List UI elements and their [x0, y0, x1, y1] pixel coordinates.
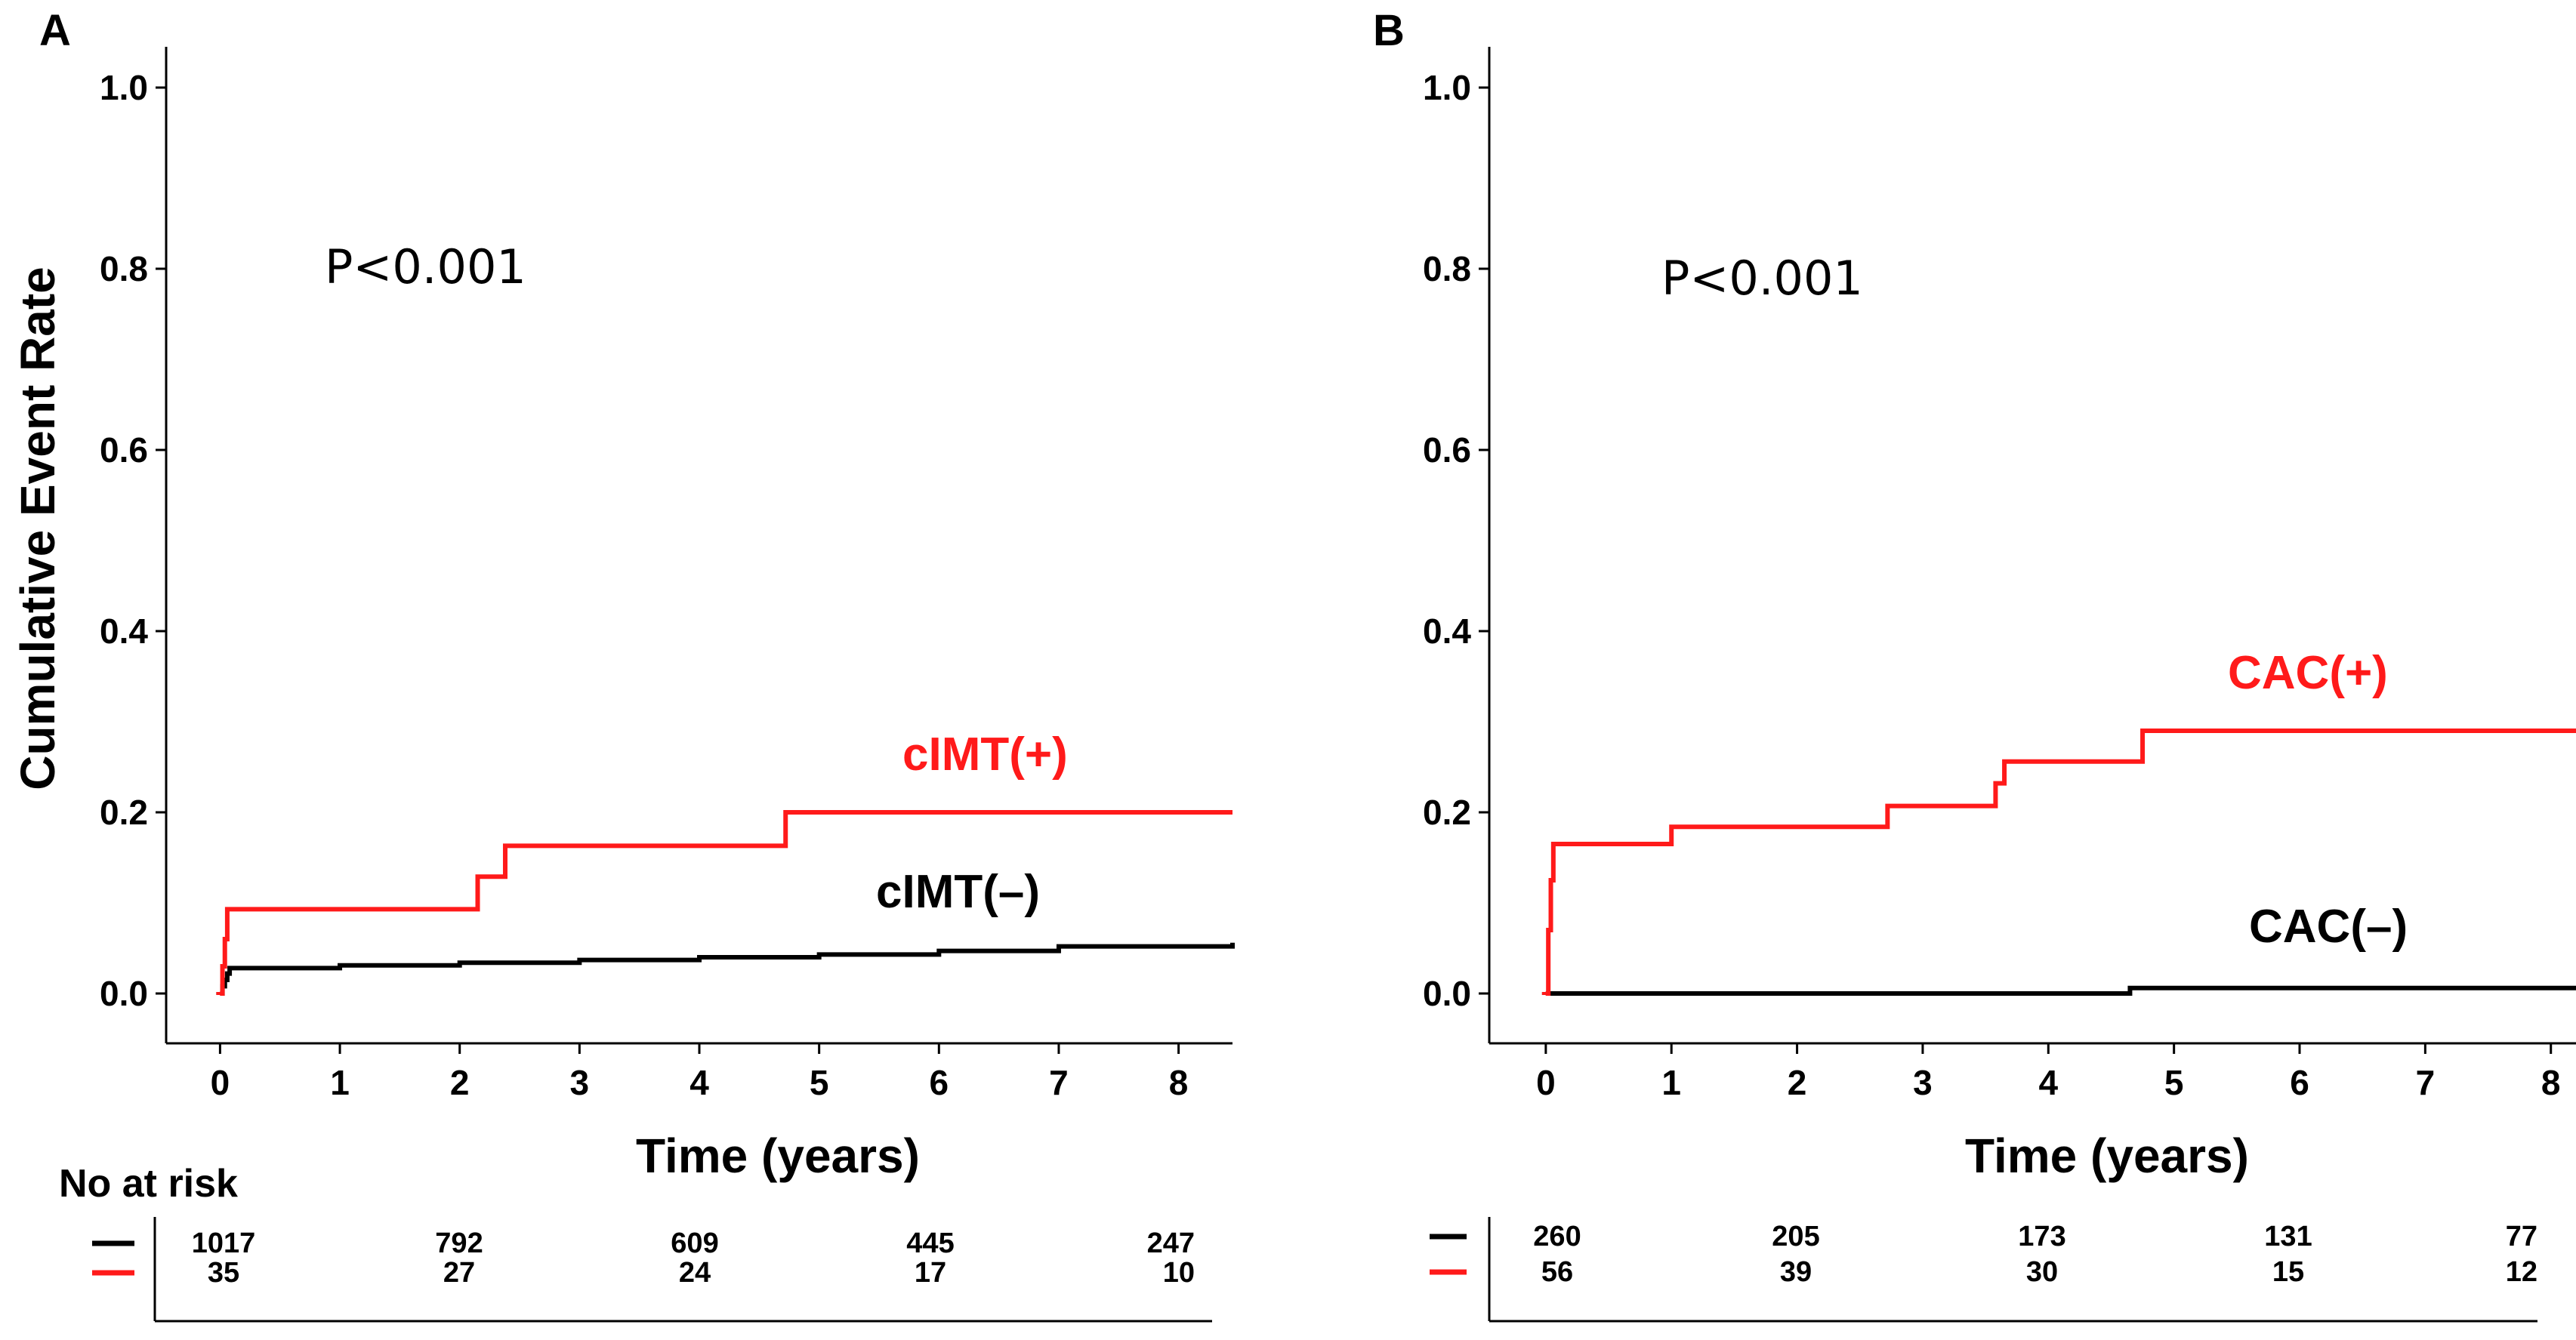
panel-a-y-tick-label: 0.0: [100, 974, 148, 1013]
panel-b-y-tick-label: 0.6: [1423, 430, 1471, 470]
panel-b-y-tick-label: 0.8: [1423, 249, 1471, 288]
panel-b-risk-count: 15: [2272, 1256, 2304, 1288]
panel-a-curve-positive: [220, 810, 1232, 996]
panel-b-label-cac-positive: CAC(+): [2228, 647, 2388, 699]
panel-b-x-tick-label: 1: [1661, 1063, 1681, 1102]
panel-b-x-tick-label: 2: [1788, 1063, 1807, 1102]
panel-b-pvalue: P<0.001: [1661, 251, 1863, 306]
panel-a-risk-count: 10: [1163, 1257, 1195, 1289]
panel-a-x-tick-label: 7: [1049, 1063, 1069, 1102]
panel-a-risk-count: 27: [443, 1257, 475, 1289]
panel-b-x-tick-label: 3: [1913, 1063, 1933, 1102]
panel-b-x-tick-label: 6: [2290, 1063, 2309, 1102]
panel-b-curve-positive: [1545, 729, 2576, 996]
panel-b-risk-count: 260: [1533, 1221, 1581, 1252]
panel-b-y-tick-label: 0.0: [1423, 974, 1471, 1013]
panel-a-risk-title: No at risk: [59, 1162, 238, 1206]
panel-b-risk-count: 205: [1772, 1221, 1819, 1252]
panel-a-risk-count: 35: [208, 1257, 239, 1289]
panel-a-risk-count: 609: [671, 1228, 718, 1259]
panel-a-risk-count: 792: [435, 1228, 483, 1259]
panel-a-y-tick-label: 0.8: [100, 249, 148, 288]
panel-b-risk-count: 131: [2264, 1221, 2312, 1252]
panel-a-label: A: [39, 6, 71, 55]
panel-a-label-cimt-positive: cIMT(+): [902, 729, 1068, 781]
panel-b-x-tick-label: 5: [2164, 1063, 2184, 1102]
panel-a-risk-count: 1017: [192, 1228, 256, 1259]
panel-a-label-cimt-negative: cIMT(–): [876, 866, 1040, 918]
panel-a-x-tick-label: 2: [450, 1063, 470, 1102]
panel-a-y-tick-label: 0.2: [100, 793, 148, 832]
panel-a-risk-count: 24: [679, 1257, 711, 1289]
panel-a-x-tick-label: 1: [330, 1063, 350, 1102]
panel-b: B P<0.001 Time (years) CAC(+) CAC(–) 0.0…: [1373, 6, 2576, 1323]
panel-b-label-cac-negative: CAC(–): [2249, 901, 2408, 953]
panel-b-risk-count: 173: [2018, 1221, 2065, 1252]
panel-b-risk-count: 30: [2026, 1256, 2058, 1288]
panel-a-x-tick-label: 8: [1169, 1063, 1189, 1102]
panel-b-y-tick-label: 1.0: [1423, 68, 1471, 107]
panel-a-y-tick-label: 0.6: [100, 430, 148, 470]
panel-a-y-tick-label: 0.4: [100, 611, 148, 651]
panel-b-risk-count: 12: [2506, 1256, 2537, 1288]
panel-a-curve-negative: [220, 942, 1235, 996]
panel-a-x-tick-label: 6: [930, 1063, 949, 1102]
panel-a-risk-count: 17: [915, 1257, 946, 1289]
panel-a-pvalue: P<0.001: [325, 239, 526, 294]
panel-a-risk-count: 247: [1147, 1228, 1195, 1259]
panel-b-curve-negative: [1545, 985, 2576, 996]
panel-b-x-tick-label: 4: [2038, 1063, 2058, 1102]
panel-b-risk-count: 77: [2506, 1221, 2537, 1252]
panel-a: A P<0.001 Time (years) Cumulative Event …: [11, 6, 1235, 1323]
panel-b-risk-count: 39: [1780, 1256, 1812, 1288]
panel-a-risk-count: 445: [906, 1228, 954, 1259]
panel-b-risk-count: 56: [1541, 1256, 1573, 1288]
panel-a-y-tick-label: 1.0: [100, 68, 148, 107]
panel-b-x-tick-label: 0: [1536, 1063, 1556, 1102]
panel-b-y-tick-label: 0.4: [1423, 611, 1471, 651]
panel-a-x-axis-title: Time (years): [636, 1129, 920, 1183]
panel-a-x-tick-label: 0: [211, 1063, 230, 1102]
panel-b-x-tick-label: 8: [2541, 1063, 2561, 1102]
panel-a-y-axis-title: Cumulative Event Rate: [11, 266, 65, 790]
panel-a-x-tick-label: 3: [570, 1063, 590, 1102]
panel-a-x-tick-label: 4: [690, 1063, 709, 1102]
panel-b-label: B: [1373, 6, 1405, 55]
panel-b-x-tick-label: 7: [2416, 1063, 2436, 1102]
panel-b-x-axis-title: Time (years): [1965, 1129, 2249, 1183]
panel-b-y-tick-label: 0.2: [1423, 793, 1471, 832]
panel-a-x-tick-label: 5: [810, 1063, 829, 1102]
